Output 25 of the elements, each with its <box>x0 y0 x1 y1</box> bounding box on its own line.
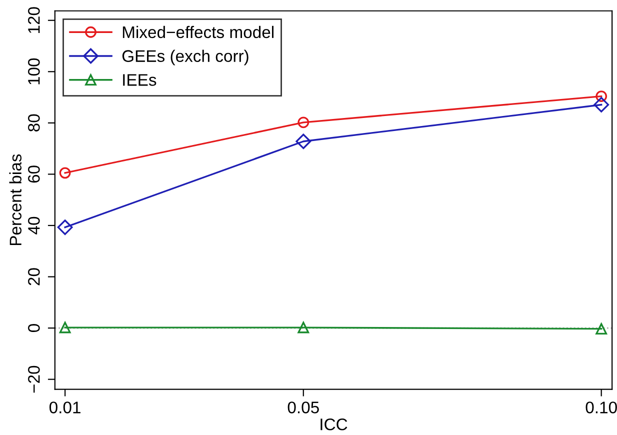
y-tick-label: 20 <box>28 268 40 286</box>
legend-label: IEEs <box>123 74 156 86</box>
x-tick-label: 0.05 <box>288 402 319 414</box>
y-tick-label: 0 <box>28 324 40 332</box>
x-tick-label: 0.10 <box>586 402 617 414</box>
y-tick-label: 60 <box>28 166 40 183</box>
point <box>298 322 310 334</box>
x-tick-label: 0.01 <box>49 402 80 414</box>
y-tick-label: 120 <box>28 7 40 33</box>
point <box>596 323 608 335</box>
y-axis-title: Percent bias <box>9 154 22 246</box>
y-tick-label: 40 <box>28 216 40 234</box>
point <box>57 220 73 235</box>
legend-label: GEEs (exch corr) <box>122 50 248 66</box>
point <box>596 90 608 102</box>
point <box>296 134 312 150</box>
x-axis-title: ICC <box>320 418 348 430</box>
legend-label: Mixed−effects model <box>122 26 274 38</box>
y-tick-label: 80 <box>28 114 40 132</box>
point <box>59 322 71 334</box>
point <box>298 116 310 128</box>
point <box>59 167 71 179</box>
y-tick-label: −20 <box>28 366 40 393</box>
point <box>594 97 610 112</box>
y-tick-label: 100 <box>28 58 40 84</box>
